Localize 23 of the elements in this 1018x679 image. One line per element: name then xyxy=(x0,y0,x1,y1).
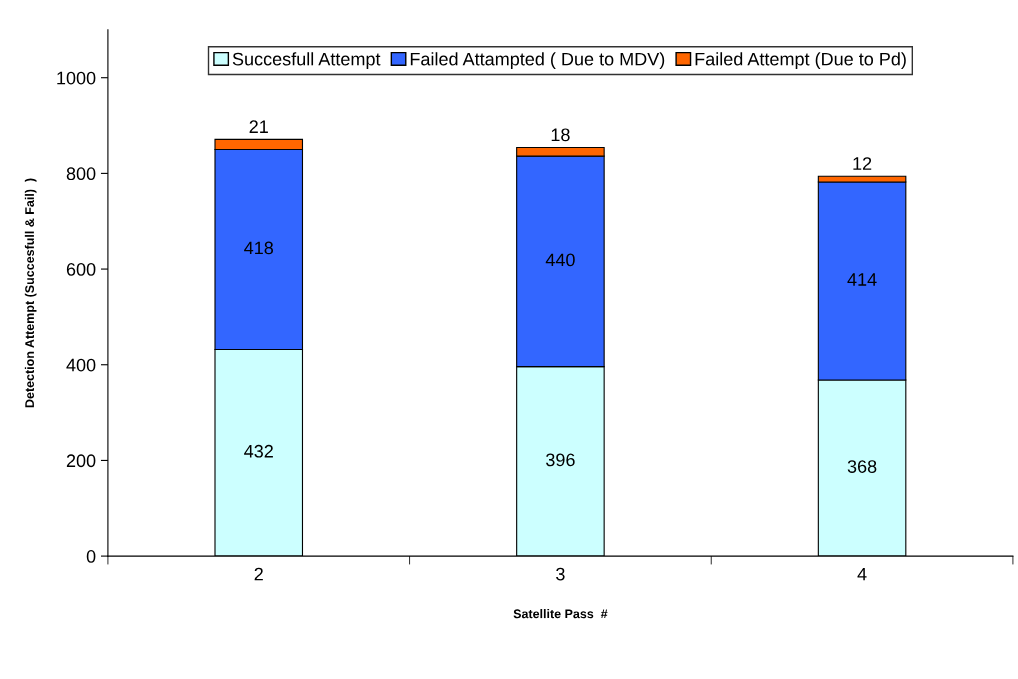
y-tick-label: 400 xyxy=(66,358,96,372)
data-label: 432 xyxy=(244,444,273,458)
data-label: 368 xyxy=(847,460,877,473)
data-label: 440 xyxy=(545,253,575,267)
data-label: 18 xyxy=(551,128,570,142)
y-tick-label: 0 xyxy=(86,550,96,563)
legend-label: Failed Attampted ( Due to MDV) xyxy=(410,52,665,70)
legend-label: Succesfull Attempt xyxy=(232,52,381,70)
x-tick-label: 4 xyxy=(857,567,867,581)
data-label: 12 xyxy=(853,157,872,170)
data-label: 418 xyxy=(244,241,274,255)
data-label: 396 xyxy=(546,453,575,467)
data-label: 21 xyxy=(249,120,268,133)
data-label: 414 xyxy=(847,273,877,286)
y-tick-label: 200 xyxy=(66,454,96,468)
y-tick-label: 800 xyxy=(66,167,96,181)
y-tick-label: 1000 xyxy=(57,71,96,85)
x-axis-title: Satellite Pass # xyxy=(513,609,608,619)
legend-label: Failed Attempt (Due to Pd) xyxy=(695,52,906,70)
x-tick-label: 2 xyxy=(254,567,263,581)
y-tick-label: 600 xyxy=(66,263,96,276)
x-tick-label: 3 xyxy=(556,567,565,581)
y-axis-title: Detection Attempt (Succesfull & Fail) ) xyxy=(24,178,37,408)
